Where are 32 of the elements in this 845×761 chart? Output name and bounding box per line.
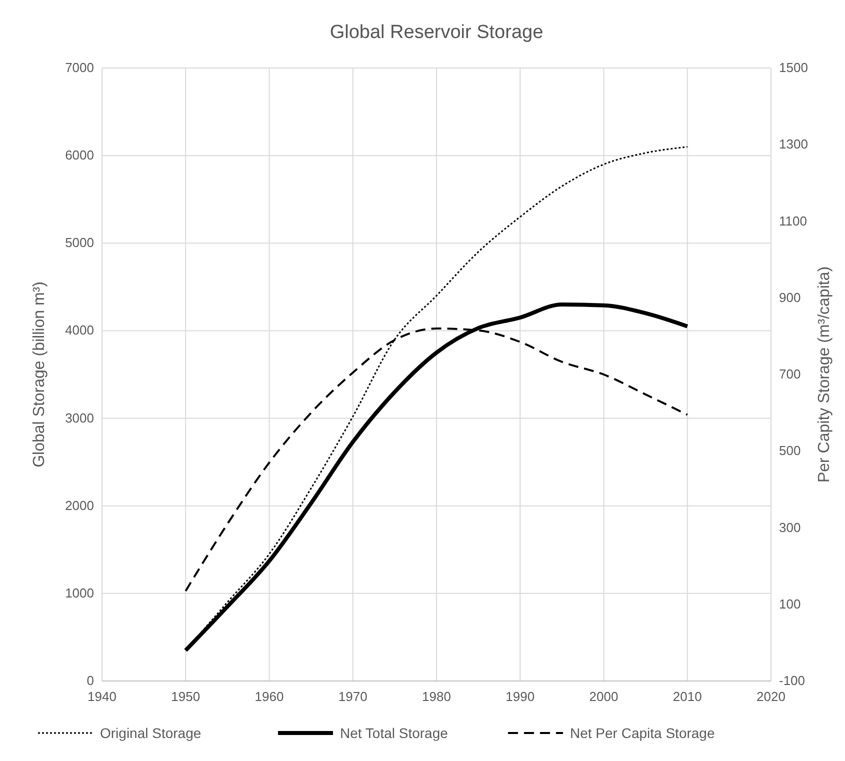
y2-tick-label: 500 [779,443,801,458]
x-tick-label: 1990 [506,689,535,704]
x-tick-label: 2000 [589,689,618,704]
y-tick-label: 0 [86,673,94,688]
y-axis-title: Global Storage (billion m³) [31,282,48,468]
x-tick-label: 1960 [254,689,284,704]
legend-label: Net Per Capita Storage [570,725,715,741]
y-tick-label: 1000 [65,585,94,600]
y2-tick-label: 1100 [779,213,807,228]
x-tick-label: 2010 [672,689,702,704]
y-tick-label: 7000 [65,60,94,75]
y2-tick-label: 300 [779,520,801,535]
y2-tick-label: 700 [779,366,801,382]
y2-tick-label: 1300 [779,136,808,152]
y-tick-label: 3000 [65,410,94,426]
y2-tick-label: -100 [779,673,806,688]
y2-tick-label: 100 [779,596,801,612]
y2-tick-label: 1500 [779,60,808,75]
y-tick-label: 5000 [65,235,94,250]
x-tick-label: 1970 [338,689,368,704]
chart-title: Global Reservoir Storage [330,22,544,43]
legend-label: Original Storage [100,725,202,741]
y-tick-label: 6000 [65,148,94,163]
legend-label: Net Total Storage [340,725,448,741]
y-tick-label: 2000 [65,498,94,513]
x-tick-label: 1980 [422,689,451,704]
y2-tick-label: 900 [779,290,801,305]
x-tick-label: 1940 [88,689,116,704]
y2-axis-title: Per Capity Storage (m³/capita) [816,266,833,483]
x-tick-label: 1950 [171,689,200,704]
x-tick-label: 2020 [756,689,786,704]
y-tick-label: 4000 [65,322,94,338]
